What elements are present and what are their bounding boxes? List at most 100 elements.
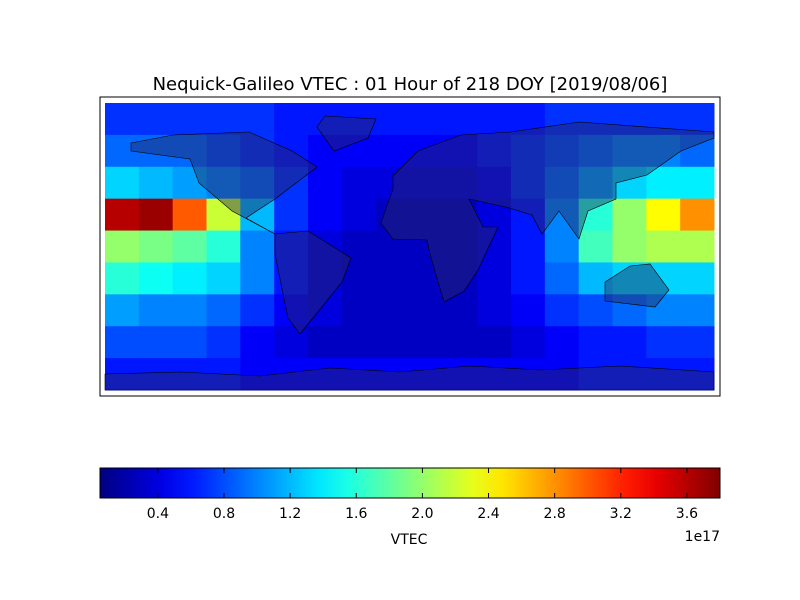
- heat-cell: [578, 230, 613, 263]
- heat-cell: [240, 198, 275, 232]
- heat-cell: [138, 103, 174, 136]
- heat-cell: [409, 103, 444, 136]
- heat-cell: [274, 134, 309, 168]
- heat-cell: [375, 103, 410, 136]
- heat-cell: [477, 294, 512, 327]
- heat-cell: [274, 230, 309, 263]
- heat-cell: [341, 134, 377, 168]
- colorbar-label: VTEC: [391, 532, 428, 548]
- heat-cell: [578, 326, 613, 359]
- heat-cell: [511, 166, 546, 200]
- heat-cell: [646, 198, 681, 232]
- heat-cell: [341, 294, 377, 327]
- heatmap: [105, 103, 715, 391]
- heat-cell: [308, 230, 343, 263]
- colorbar-offset: 1e17: [685, 529, 720, 545]
- heat-cell: [240, 103, 275, 136]
- heat-cell: [409, 358, 444, 391]
- antarctica: [104, 365, 715, 391]
- heat-cell: [206, 326, 241, 359]
- heat-cell: [578, 134, 613, 168]
- heat-cell: [375, 294, 410, 327]
- heat-cell: [511, 358, 546, 391]
- colorbar: [99, 467, 721, 499]
- heat-cell: [240, 134, 275, 168]
- heat-cell: [544, 230, 580, 263]
- heat-cell: [646, 294, 681, 327]
- heat-cell: [240, 294, 275, 327]
- heat-cell: [511, 198, 546, 232]
- heat-cell: [443, 230, 478, 263]
- heat-cell: [138, 326, 174, 359]
- heat-cell: [240, 358, 275, 391]
- heat-cell: [578, 294, 613, 327]
- heat-cell: [612, 198, 647, 232]
- heat-cell: [172, 326, 207, 359]
- heat-cell: [612, 166, 647, 200]
- map-frame: [99, 96, 721, 397]
- heat-cell: [240, 166, 275, 200]
- heat-cell: [612, 262, 647, 295]
- australia: [604, 263, 670, 308]
- heat-cell: [206, 294, 241, 327]
- colorbar-tick-label: 0.8: [213, 506, 235, 522]
- heat-cell: [443, 294, 478, 327]
- heat-cell: [680, 262, 715, 295]
- chart-title: Nequick-Galileo VTEC : 01 Hour of 218 DO…: [153, 74, 668, 95]
- heat-cell: [511, 134, 546, 168]
- heat-cell: [274, 326, 309, 359]
- heat-cell: [274, 358, 309, 391]
- heat-cell: [375, 358, 410, 391]
- heat-cell: [477, 326, 512, 359]
- heat-cell: [138, 294, 174, 327]
- heat-cell: [308, 134, 343, 168]
- heat-cell: [477, 230, 512, 263]
- heat-cell: [308, 262, 343, 295]
- heat-cell: [578, 198, 613, 232]
- heat-cell: [612, 358, 647, 391]
- heat-cell: [206, 134, 241, 168]
- heat-cell: [612, 103, 647, 136]
- heat-cell: [375, 262, 410, 295]
- heat-cell: [274, 166, 309, 200]
- heat-cell: [172, 103, 207, 136]
- heat-cell: [443, 198, 478, 232]
- heat-cell: [443, 103, 478, 136]
- heat-cell: [544, 294, 580, 327]
- colorbar-tick-label: 3.2: [610, 506, 632, 522]
- heat-cell: [544, 166, 580, 200]
- heat-cell: [105, 198, 140, 232]
- heat-cell: [443, 326, 478, 359]
- heat-cell: [172, 198, 207, 232]
- colorbar-tick-label: 0.4: [147, 506, 169, 522]
- heat-cell: [138, 198, 174, 232]
- heat-cell: [477, 103, 512, 136]
- heat-cell: [105, 230, 140, 263]
- heat-cell: [646, 166, 681, 200]
- heat-cell: [375, 198, 410, 232]
- heat-cell: [274, 198, 309, 232]
- heat-cell: [409, 134, 444, 168]
- heat-cell: [646, 230, 681, 263]
- heat-cell: [240, 230, 275, 263]
- heat-cell: [341, 230, 377, 263]
- heat-cell: [680, 230, 715, 263]
- south-america: [274, 230, 352, 335]
- heat-cell: [105, 103, 140, 136]
- heat-cell: [612, 230, 647, 263]
- heat-cell: [511, 103, 546, 136]
- heat-cell: [105, 294, 140, 327]
- heat-cell: [375, 134, 410, 168]
- heat-cell: [206, 230, 241, 263]
- heat-cell: [612, 294, 647, 327]
- eurasia-africa: [380, 121, 715, 303]
- heat-cell: [138, 358, 174, 391]
- heat-cell: [680, 326, 715, 359]
- heat-cell: [172, 166, 207, 200]
- greenland: [316, 115, 377, 152]
- heat-cell: [680, 358, 715, 391]
- heat-cell: [138, 230, 174, 263]
- heat-cell: [680, 166, 715, 200]
- heat-cell: [172, 262, 207, 295]
- heat-cell: [477, 198, 512, 232]
